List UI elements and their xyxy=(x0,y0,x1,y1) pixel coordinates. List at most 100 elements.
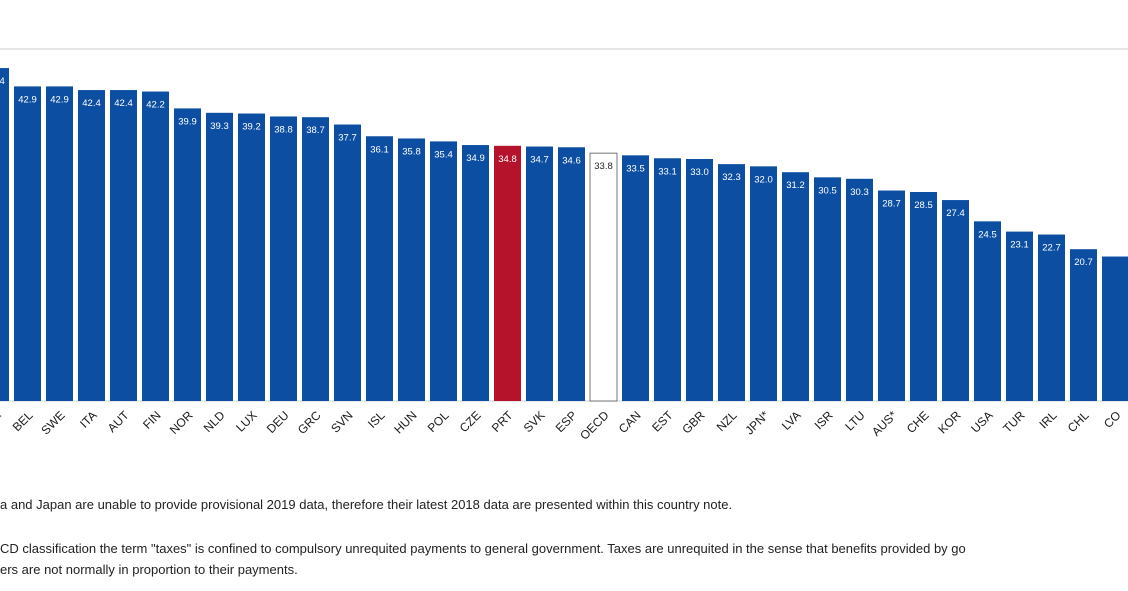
category-label-fin: FIN xyxy=(140,408,164,432)
value-label-che: 28.5 xyxy=(914,200,933,211)
category-label-irl: IRL xyxy=(1037,408,1060,431)
category-label-svn: SVN xyxy=(328,408,355,435)
value-label-lux: 39.2 xyxy=(242,122,261,133)
value-label-nld: 39.3 xyxy=(210,121,229,132)
bar-pol xyxy=(430,141,457,401)
category-label-isr: ISR xyxy=(812,408,836,432)
bar-nor xyxy=(174,108,201,402)
note-line-3: ers are not normally in proportion to th… xyxy=(0,562,298,577)
bar-aut xyxy=(110,90,137,402)
category-label-nor: NOR xyxy=(167,408,196,437)
bar-gbr xyxy=(686,159,713,401)
category-label-aus: AUS* xyxy=(869,408,900,439)
value-label-gbr: 33.0 xyxy=(690,167,709,178)
value-label-lva: 31.2 xyxy=(786,180,805,191)
value-label-isl: 36.1 xyxy=(370,144,389,155)
note-line-1: a and Japan are unable to provide provis… xyxy=(0,497,733,512)
bar-isl xyxy=(366,136,393,401)
bar-fin xyxy=(142,91,169,402)
category-label-esp: ESP xyxy=(553,408,580,435)
value-label-esp: 34.6 xyxy=(562,155,581,166)
note-line-2: CD classification the term "taxes" is co… xyxy=(0,541,966,556)
bar-lva xyxy=(782,172,809,401)
value-label-oecd: 33.8 xyxy=(594,161,613,172)
value-label-ita: 42.4 xyxy=(82,98,101,109)
category-label-ita: ITA xyxy=(77,408,99,430)
bar-prt xyxy=(494,145,521,401)
bar-isr xyxy=(814,177,841,401)
category-label-svk: SVK xyxy=(521,408,548,435)
category-label-lux: LUX xyxy=(233,408,259,434)
value-label-deu: 38.8 xyxy=(274,124,293,135)
category-labels-group: RA BEL SWE ITA AUT FIN NOR NLD LUX DEU GRC SVN ISL HU… xyxy=(0,408,1124,443)
bars-group xyxy=(0,68,1128,402)
category-label-ltu: LTU xyxy=(842,408,867,433)
value-label-aus: 28.7 xyxy=(882,199,901,210)
value-label-irl: 22.7 xyxy=(1042,243,1061,254)
category-label-usa: USA xyxy=(968,408,995,435)
category-label-che: CHE xyxy=(904,408,932,436)
tax-revenue-bar-chart: 45.4 42.9 42.9 42.4 42.4 42.2 39.9 39.3 39.2 38.8… xyxy=(0,48,1128,443)
category-label-can: CAN xyxy=(616,408,644,436)
bar-est xyxy=(654,158,681,401)
category-label-chl: CHL xyxy=(1065,408,1092,435)
value-label-swe: 42.9 xyxy=(50,94,69,105)
bar-svn xyxy=(334,124,361,402)
value-labels-group: 45.4 42.9 42.9 42.4 42.4 42.2 39.9 39.3 39.2 38.8… xyxy=(0,76,1093,268)
chart-canvas: 45.4 42.9 42.9 42.4 42.4 42.2 39.9 39.3 39.2 38.8… xyxy=(0,48,1128,443)
value-label-hun: 35.8 xyxy=(402,146,421,157)
value-label-cze: 34.9 xyxy=(466,153,485,164)
bar-che xyxy=(910,192,937,401)
category-label-grc: GRC xyxy=(295,408,324,437)
value-label-ltu: 30.3 xyxy=(850,187,869,198)
bar-hun xyxy=(398,138,425,401)
category-label-lva: LVA xyxy=(779,408,804,433)
value-label-isr: 30.5 xyxy=(818,185,837,196)
category-label-nld: NLD xyxy=(201,408,228,435)
value-label-jpn: 32.0 xyxy=(754,174,773,185)
value-label-prt: 34.8 xyxy=(498,154,517,165)
bar-swe xyxy=(46,86,73,402)
value-label-tur: 23.1 xyxy=(1010,240,1029,251)
bar-ra xyxy=(0,68,9,402)
category-label-nzl: NZL xyxy=(714,408,740,434)
category-label-aut: AUT xyxy=(105,408,132,435)
bar-bel xyxy=(14,86,41,402)
value-label-ra: 45.4 xyxy=(0,76,5,87)
value-label-chl: 20.7 xyxy=(1074,257,1093,268)
bar-tur xyxy=(1006,231,1033,401)
category-label-ra: RA xyxy=(0,408,4,430)
bar-oecd xyxy=(589,152,618,402)
value-label-nor: 39.9 xyxy=(178,116,197,127)
bar-jpn xyxy=(750,166,777,401)
bar-ltu xyxy=(846,178,873,401)
category-label-hun: HUN xyxy=(391,408,419,436)
bar-esp xyxy=(558,147,585,401)
bar-grc xyxy=(302,117,329,401)
bar-aus xyxy=(878,190,905,401)
bar-co xyxy=(1102,256,1128,401)
category-label-kor: KOR xyxy=(935,408,964,437)
value-label-can: 33.5 xyxy=(626,163,645,174)
bar-kor xyxy=(942,200,969,401)
value-label-fin: 42.2 xyxy=(146,100,165,111)
category-label-est: EST xyxy=(649,408,676,435)
value-label-aut: 42.4 xyxy=(114,98,133,109)
category-label-prt: PRT xyxy=(489,408,516,435)
bar-cze xyxy=(462,145,489,401)
value-label-est: 33.1 xyxy=(658,166,677,177)
bar-deu xyxy=(270,116,297,401)
value-label-svn: 37.7 xyxy=(338,133,357,144)
bar-lux xyxy=(238,113,265,402)
value-label-kor: 27.4 xyxy=(946,208,965,219)
category-label-swe: SWE xyxy=(38,408,67,437)
category-label-oecd: OECD xyxy=(577,408,612,443)
category-label-gbr: GBR xyxy=(679,408,708,437)
bar-chl xyxy=(1070,249,1097,401)
bar-usa xyxy=(974,221,1001,401)
category-label-pol: POL xyxy=(425,408,452,435)
value-label-pol: 35.4 xyxy=(434,149,453,160)
value-label-usa: 24.5 xyxy=(978,229,997,240)
category-label-bel: BEL xyxy=(10,408,36,434)
value-label-nzl: 32.3 xyxy=(722,172,741,183)
